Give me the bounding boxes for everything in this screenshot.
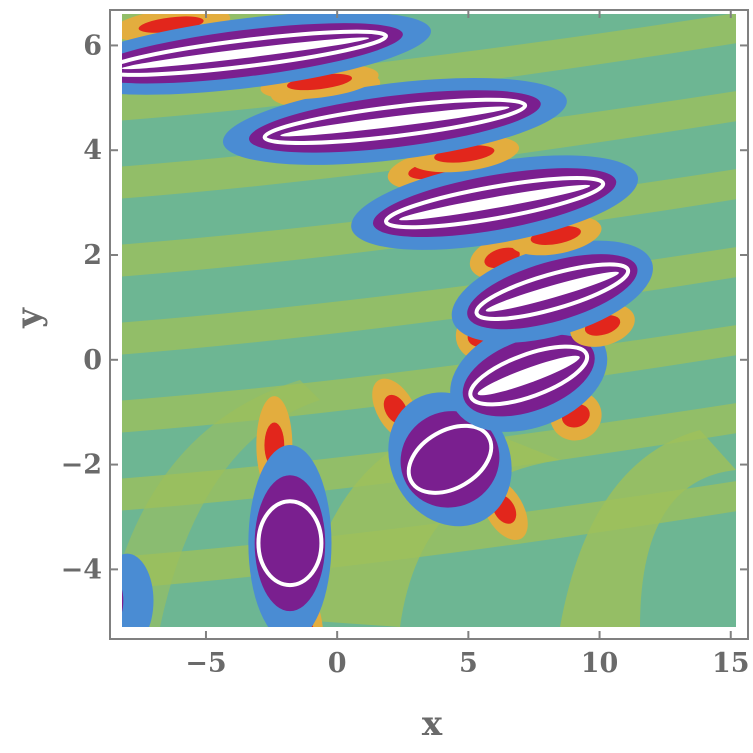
y-tick-label: −4	[61, 554, 102, 585]
feature-white-core	[477, 355, 580, 396]
plot-frame	[109, 9, 749, 640]
y-tick-label: 2	[83, 240, 102, 271]
feature-white-contour	[122, 29, 388, 77]
x-tick-label: 0	[328, 648, 347, 679]
feature-white-contour	[384, 176, 606, 230]
feature-purple-region	[122, 589, 124, 613]
x-tick-label: 15	[712, 648, 750, 679]
background-band	[122, 380, 320, 627]
feature-white-core	[280, 106, 510, 137]
background-band	[560, 430, 736, 627]
y-axis-label: y	[9, 307, 49, 329]
x-tick-label: −5	[185, 648, 226, 679]
feature-white-core	[122, 37, 370, 70]
dipole-feature-3	[451, 236, 653, 347]
feature-white-contour	[468, 344, 590, 407]
dipole-feature-6	[122, 14, 432, 100]
feature-purple-region	[254, 475, 326, 612]
x-tick-label: 5	[459, 648, 478, 679]
y-tick-label: −2	[61, 450, 102, 481]
x-axis-label: x	[422, 704, 443, 744]
feature-white-contour	[262, 97, 528, 146]
dipole-feature-7	[122, 553, 154, 627]
y-tick-label: 4	[83, 135, 102, 166]
feature-purple-region	[400, 411, 500, 508]
x-tick-label: 10	[581, 648, 619, 679]
y-tick-label: 0	[83, 345, 102, 376]
dipole-feature-0	[248, 396, 332, 627]
feature-white-contour	[406, 423, 494, 495]
feature-blue-region	[122, 553, 154, 627]
y-tick-label: 6	[83, 30, 102, 61]
dipole-features	[122, 14, 653, 627]
feature-white-core	[399, 184, 591, 221]
feature-white-contour	[256, 499, 324, 588]
x-axis-ticks: −5 0 5 10 15	[185, 10, 750, 679]
feature-white-core	[485, 271, 619, 312]
y-axis-ticks: −4 −2 0 2 4 6	[61, 30, 748, 585]
feature-white-contour	[474, 262, 631, 322]
plot-area	[122, 14, 736, 627]
